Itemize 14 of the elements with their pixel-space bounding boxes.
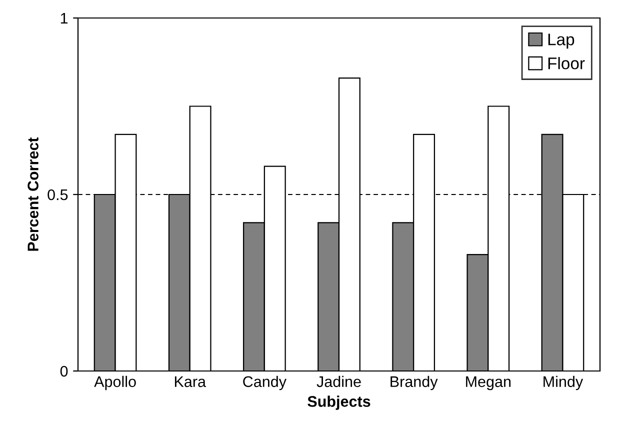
y-tick-label: 0.5 — [48, 189, 68, 200]
y-tick-label: 0 — [60, 366, 68, 377]
legend-label: Floor — [548, 57, 585, 70]
x-tick-label: Candy — [243, 376, 286, 390]
x-tick-label: Mindy — [544, 376, 584, 390]
x-tick-label: Jadine — [316, 376, 361, 388]
x-tick-label: Apollo — [94, 376, 136, 390]
y-axis-title: Percent Correct — [28, 137, 38, 251]
x-axis-title: Subjects — [308, 396, 370, 410]
legend-label: Lap — [548, 34, 574, 49]
x-tick-label: Megan — [466, 376, 511, 390]
x-tick-label: Brandy — [390, 376, 438, 390]
y-tick-label: 1 — [60, 13, 68, 24]
x-tick-label: Kara — [174, 376, 206, 388]
